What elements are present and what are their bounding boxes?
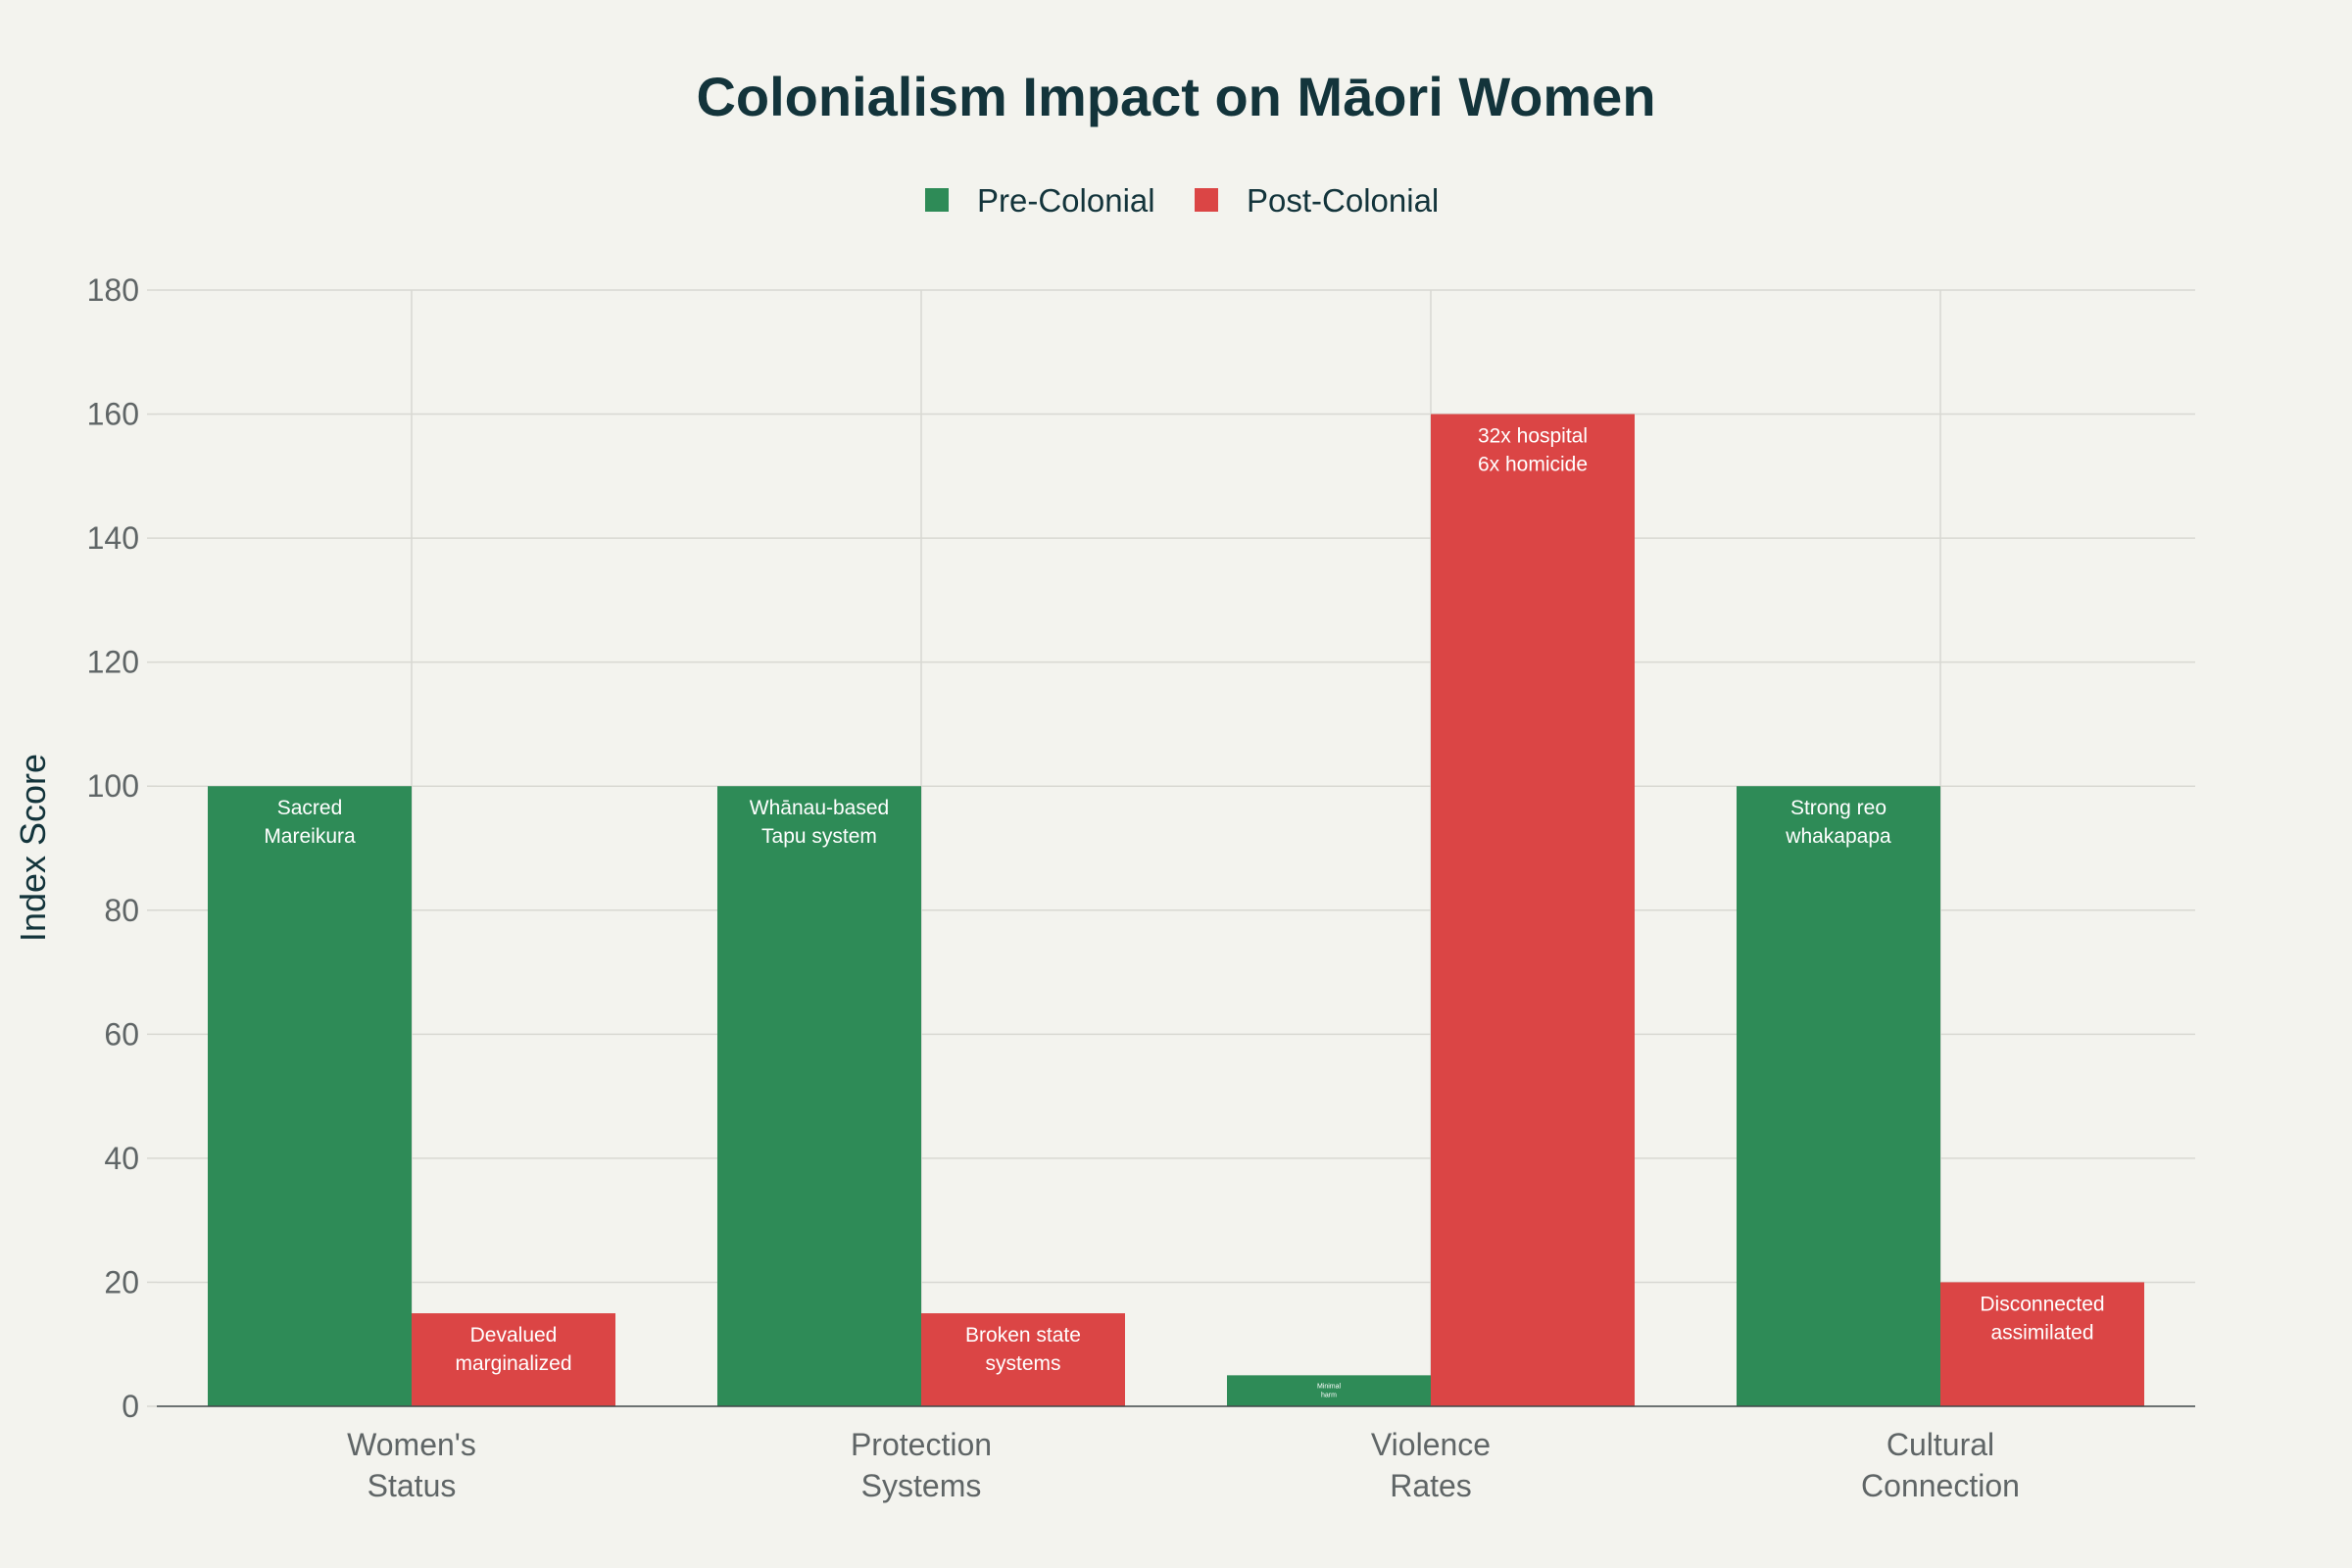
- axes: 0 20 40 60 80 100 120 140 160 180 Women's Status Pro…: [87, 272, 2195, 1503]
- y-tick-label: 180: [87, 272, 139, 308]
- bar-data-label: 32x hospital 6x homicide: [1478, 425, 1588, 476]
- bar-data-label: Devalued marginalized: [455, 1324, 571, 1375]
- bar-pre-colonial[interactable]: [208, 786, 412, 1406]
- y-axis-title: Index Score: [13, 754, 53, 942]
- y-tick-label: 100: [87, 768, 139, 804]
- bar-post-colonial[interactable]: [1940, 1282, 2144, 1406]
- bar-data-label: Whānau-based Tapu system: [750, 797, 889, 848]
- bar-post-colonial[interactable]: [412, 1313, 615, 1406]
- x-tick-label: Protection Systems: [851, 1427, 992, 1503]
- y-tick-label: 140: [87, 520, 139, 556]
- bar-data-label: Broken state systems: [965, 1324, 1081, 1375]
- bar-data-label: Sacred Mareikura: [264, 797, 356, 848]
- legend-swatch-pre-colonial[interactable]: [925, 188, 949, 212]
- legend-swatch-post-colonial[interactable]: [1195, 188, 1218, 212]
- bar-post-colonial[interactable]: [921, 1313, 1125, 1406]
- y-tick-label: 160: [87, 397, 139, 432]
- legend-label-post-colonial[interactable]: Post-Colonial: [1247, 182, 1439, 219]
- bar-data-label: Disconnected assimilated: [1980, 1293, 2104, 1344]
- legend-label-pre-colonial[interactable]: Pre-Colonial: [977, 182, 1155, 219]
- y-tick-label: 0: [122, 1389, 139, 1424]
- legend[interactable]: Pre-Colonial Post-Colonial: [925, 182, 1439, 219]
- bar-pre-colonial[interactable]: [1737, 786, 1940, 1406]
- bar-post-colonial[interactable]: [1431, 414, 1635, 1406]
- chart-title: Colonialism Impact on Māori Women: [696, 66, 1655, 127]
- x-tick-label: Women's Status: [347, 1427, 476, 1503]
- y-tick-label: 40: [104, 1141, 139, 1176]
- bar-data-label: Strong reo whakapapa: [1785, 797, 1891, 848]
- x-tick-label: Cultural Connection: [1861, 1427, 2020, 1503]
- bar-data-label: Minimal harm: [1317, 1383, 1342, 1398]
- bars: Sacred Mareikura Whānau-based Tapu system Mi…: [208, 414, 2144, 1406]
- y-tick-label: 80: [104, 893, 139, 928]
- x-tick-label: Violence Rates: [1371, 1427, 1491, 1503]
- y-tick-label: 20: [104, 1264, 139, 1299]
- y-tick-label: 60: [104, 1016, 139, 1052]
- bar-pre-colonial[interactable]: [717, 786, 921, 1406]
- bar-pre-colonial[interactable]: [1227, 1375, 1431, 1406]
- y-tick-label: 120: [87, 645, 139, 680]
